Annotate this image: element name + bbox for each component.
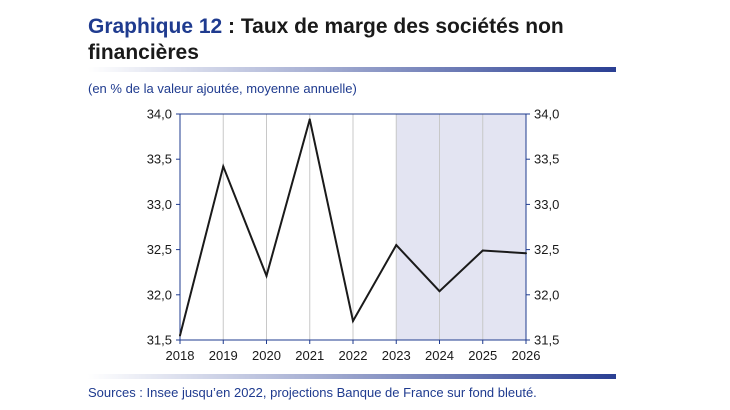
data-point-2023 [395,244,398,247]
data-point-2024 [438,290,441,293]
y-tick-label-left: 31,5 [147,333,172,348]
line-chart: 31,5 31,5 32,0 32,0 32,5 32,5 33,0 33,0 33,5 33,5… [147,107,560,364]
x-tick-label-2021: 2021 [295,348,324,363]
y-tick-label-right: 33,5 [534,152,559,167]
projection-band [396,114,526,340]
x-tick-label-2020: 2020 [252,348,281,363]
y-tick-label-right: 32,0 [534,287,559,302]
x-tick-label-2024: 2024 [425,348,454,363]
y-tick-label-left: 34,0 [147,107,172,122]
y-tick-label-right: 31,5 [534,333,559,348]
x-tick-label-2019: 2019 [209,348,238,363]
y-tick-label-left: 32,0 [147,287,172,302]
data-point-2021 [308,118,311,121]
data-point-2025 [481,249,484,252]
y-tick-label-left: 33,5 [147,152,172,167]
x-tick-label-2022: 2022 [339,348,368,363]
y-tick-label-right: 34,0 [534,107,559,122]
y-tick-label-left: 33,0 [147,197,172,212]
data-point-2019 [222,165,225,168]
x-tick-label-2023: 2023 [382,348,411,363]
source-note: Sources : Insee jusqu’en 2022, projectio… [88,385,537,400]
y-tick-label-right: 33,0 [534,197,559,212]
data-point-2022 [352,320,354,323]
chart-subtitle: (en % de la valeur ajoutée, moyenne annu… [88,81,357,96]
data-point-2026 [525,252,527,255]
x-tick-label-2025: 2025 [468,348,497,363]
source-rule [88,374,616,379]
chart-title: Graphique 12 : Taux de marge des société… [88,14,608,66]
chart-number: Graphique 12 [88,15,223,38]
x-tick-label-2026: 2026 [512,348,541,363]
data-point-2020 [265,274,268,277]
chart-title-text: : Taux de marge des sociétés non financi… [88,15,564,64]
title-rule [88,67,616,72]
data-point-2018 [179,334,181,337]
x-tick-label-2018: 2018 [166,348,195,363]
y-tick-label-right: 32,5 [534,242,559,257]
y-tick-label-left: 32,5 [147,242,172,257]
